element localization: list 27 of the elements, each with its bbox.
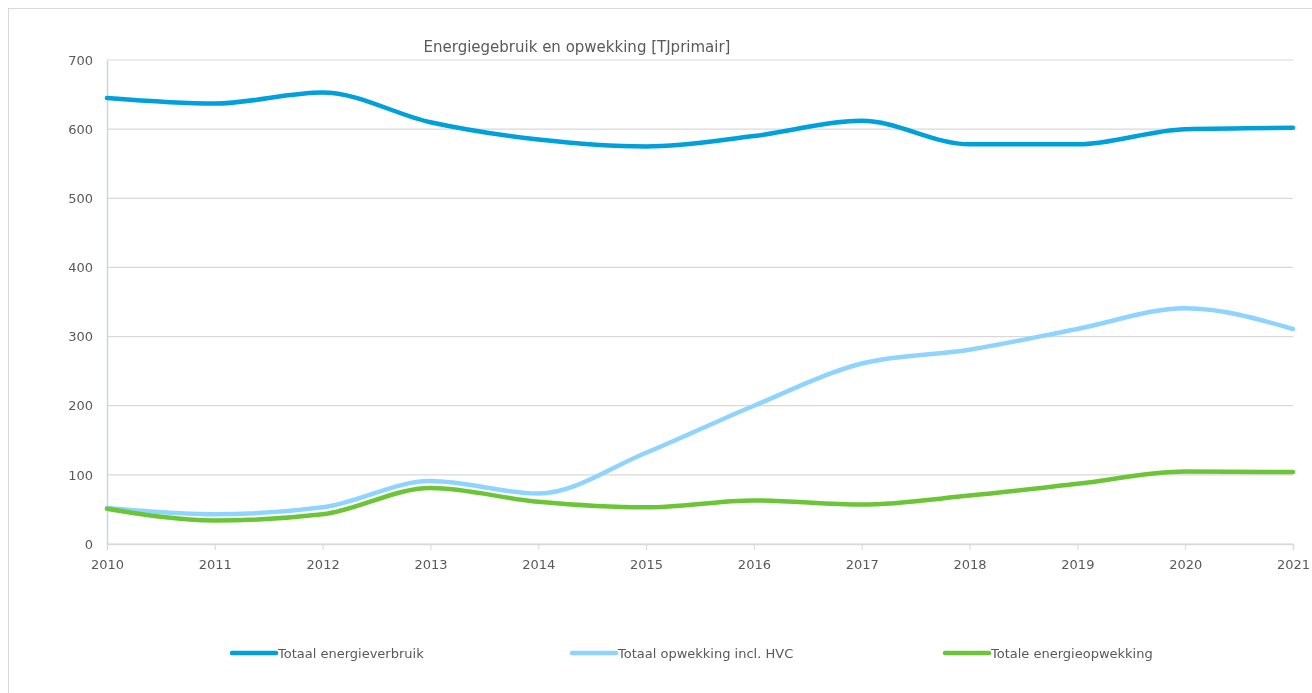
x-tick-label: 2013 — [414, 557, 448, 573]
chart-title: Energiegebruik en opwekking [TJprimair] — [423, 38, 731, 56]
y-tick-label: 400 — [68, 260, 93, 276]
line-series — [104, 305, 1296, 517]
y-tick-label: 0 — [84, 536, 93, 552]
y-tick-label: 600 — [68, 121, 93, 137]
line-series — [104, 90, 1296, 149]
y-tick-label: 200 — [68, 398, 93, 414]
x-tick-label: 2020 — [1169, 557, 1203, 573]
x-tick-label: 2019 — [1061, 557, 1095, 573]
x-tick-label: 2010 — [90, 557, 125, 573]
line-series — [104, 469, 1296, 523]
x-tick-label: 2014 — [522, 557, 556, 573]
y-tick-label: 500 — [68, 190, 93, 206]
x-tick-label: 2012 — [306, 557, 340, 573]
x-tick-label: 2018 — [953, 557, 987, 573]
y-tick-label: 300 — [68, 329, 93, 345]
legend-label: Totale energieopwekking — [990, 646, 1153, 661]
x-tick-label: 2021 — [1276, 557, 1311, 573]
y-tick-label: 700 — [68, 52, 93, 68]
x-tick-label: 2015 — [630, 557, 664, 573]
x-tick-label: 2016 — [737, 557, 771, 573]
legend-label: Totaal opwekking incl. HVC — [617, 646, 794, 661]
y-tick-label: 100 — [68, 467, 93, 483]
x-tick-label: 2011 — [198, 557, 232, 573]
legend-label: Totaal energieverbruik — [277, 646, 425, 661]
x-tick-label: 2017 — [845, 557, 879, 573]
